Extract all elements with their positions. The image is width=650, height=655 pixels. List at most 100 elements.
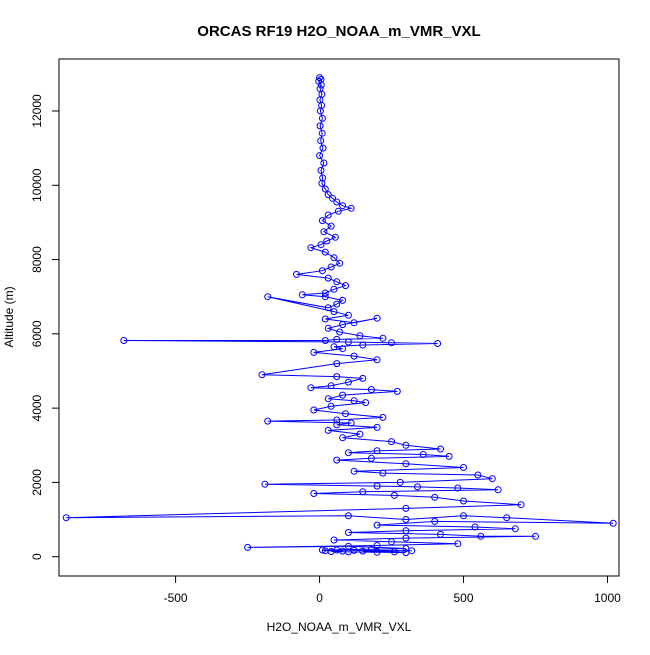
data-point (120, 337, 128, 344)
data-point (356, 430, 364, 438)
data-point (317, 81, 325, 89)
data-point (333, 300, 341, 308)
data-point (402, 516, 410, 523)
data-point (244, 543, 252, 551)
data-point (373, 447, 381, 455)
data-point (318, 179, 326, 187)
data-point (460, 464, 467, 471)
data-point (474, 471, 482, 479)
data-point (324, 395, 332, 403)
data-point (609, 519, 617, 527)
data-point (408, 547, 416, 555)
data-point (494, 486, 502, 494)
data-point (324, 324, 332, 332)
data-point (317, 166, 325, 174)
data-point (402, 441, 410, 449)
data-point (431, 517, 439, 525)
data-point (350, 467, 358, 475)
data-point (319, 144, 327, 152)
data-point (373, 521, 381, 529)
data-point (342, 410, 349, 418)
data-point (414, 483, 421, 491)
data-point (323, 237, 331, 245)
data-point (367, 454, 375, 462)
data-point (264, 417, 272, 425)
chart-title: ORCAS RF19 H2O_NOAA_m_VMR_VXL (197, 23, 480, 40)
y-axis-label: Altitude (m) (2, 286, 16, 347)
data-point (327, 263, 335, 271)
data-point (460, 512, 467, 520)
data-point (373, 423, 381, 431)
data-point (327, 402, 335, 410)
data-point (388, 339, 395, 347)
data-point (339, 202, 347, 210)
data-point (471, 523, 479, 531)
data-point (344, 311, 352, 319)
data-point (379, 469, 387, 477)
data-point (359, 488, 367, 496)
data-point (339, 296, 347, 304)
data-point (532, 532, 539, 540)
x-axis-label: H2O_NOAA_m_VMR_VXL (267, 620, 412, 634)
data-point (344, 378, 352, 386)
data-point (316, 122, 324, 130)
data-series (62, 74, 617, 557)
data-point (327, 222, 335, 230)
data-point (333, 546, 341, 554)
y-axis: 0 2000 4000 6000 8000 10000 12000 (30, 94, 60, 560)
data-point (362, 399, 370, 407)
x-tick-label: -500 (164, 591, 188, 605)
data-point (316, 152, 324, 160)
data-point (393, 387, 401, 395)
data-point (367, 386, 375, 394)
data-point (454, 540, 462, 548)
data-point (434, 340, 442, 347)
data-point (316, 107, 324, 115)
data-point (402, 534, 410, 542)
data-point (339, 345, 347, 353)
y-tick-label: 4000 (30, 394, 44, 421)
data-point (356, 332, 364, 340)
data-point (324, 211, 332, 219)
data-point (344, 338, 352, 346)
data-point (321, 293, 329, 301)
data-point (454, 484, 462, 492)
y-tick-label: 2000 (30, 469, 44, 496)
data-point (333, 198, 341, 206)
data-point (344, 449, 352, 457)
data-point (350, 319, 358, 327)
x-tick-label: 1000 (594, 591, 621, 605)
data-point (330, 308, 338, 316)
data-point (318, 129, 326, 137)
x-tick-label: 500 (454, 591, 474, 605)
data-point (318, 217, 326, 225)
data-point (388, 538, 395, 546)
data-point (488, 475, 496, 483)
data-point (321, 315, 329, 323)
data-point (293, 270, 300, 278)
data-point (388, 438, 395, 446)
data-point (367, 545, 375, 553)
data-point (316, 74, 324, 82)
data-point (359, 374, 367, 382)
x-tick-label: 0 (316, 591, 323, 605)
data-point (331, 233, 339, 241)
data-point (321, 248, 329, 256)
x-axis: -500 0 500 1000 (164, 575, 621, 605)
data-point (321, 185, 329, 193)
data-point (339, 434, 347, 442)
data-point (379, 413, 387, 421)
data-point (445, 452, 453, 460)
data-point (324, 304, 332, 312)
data-point (320, 159, 328, 167)
data-point (330, 536, 338, 544)
data-point (324, 191, 332, 199)
data-point (321, 337, 329, 344)
data-point (359, 341, 367, 349)
data-point (511, 525, 519, 533)
data-point (396, 478, 404, 486)
data-point (307, 384, 315, 392)
data-point (390, 548, 398, 556)
